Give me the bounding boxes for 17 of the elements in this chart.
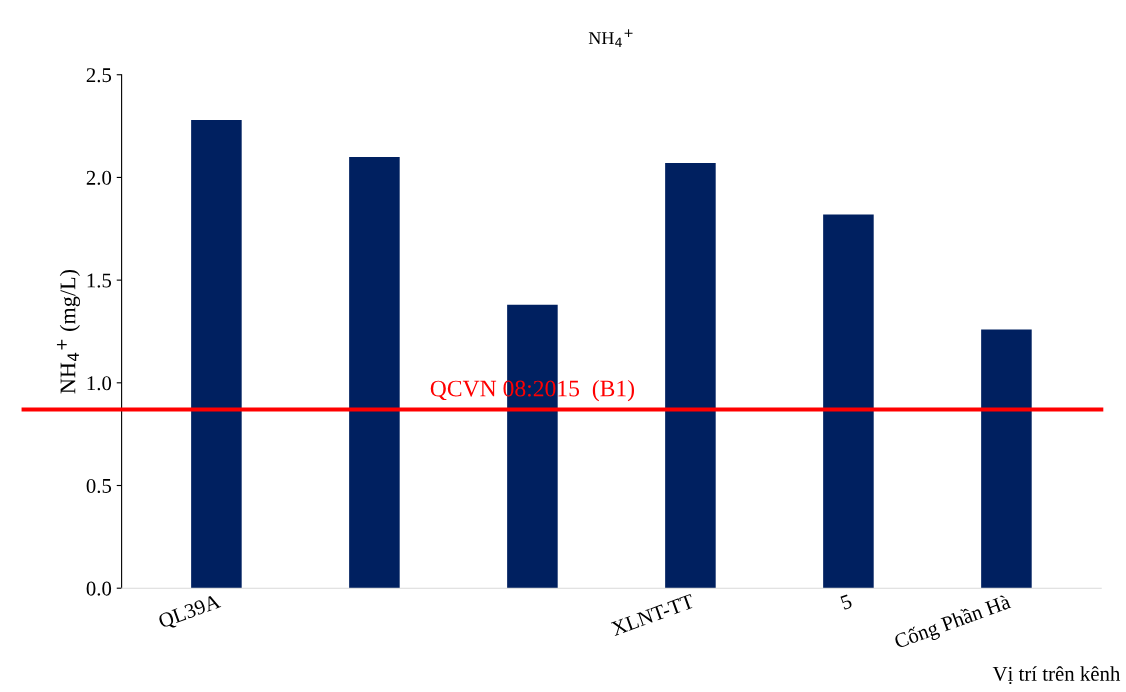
y-tick-label: 1.0 — [87, 376, 112, 391]
x-tick-label: 5 — [840, 594, 853, 610]
bar — [981, 329, 1032, 589]
chart-title: NH$_{4}$$^{+}$ — [588, 29, 633, 47]
bar — [823, 214, 874, 589]
x-tick-label: Cống Phần Hà — [893, 593, 1013, 653]
y-tick-label: 2.0 — [86, 170, 112, 185]
bar — [665, 163, 716, 589]
y-tick-label: 1.5 — [87, 273, 112, 288]
bar — [191, 119, 242, 589]
y-tick-label: 0.5 — [86, 478, 112, 494]
y-axis-title: NH$_{4}$$^{+}$ (mg/L) — [56, 269, 81, 394]
y-tick-label: 2.5 — [86, 68, 112, 83]
x-axis-title: Vị trí trên kênh — [992, 666, 1121, 685]
y-tick-label: 0.0 — [86, 581, 112, 596]
bar — [349, 156, 400, 589]
x-tick-label: QL39A — [157, 593, 223, 632]
